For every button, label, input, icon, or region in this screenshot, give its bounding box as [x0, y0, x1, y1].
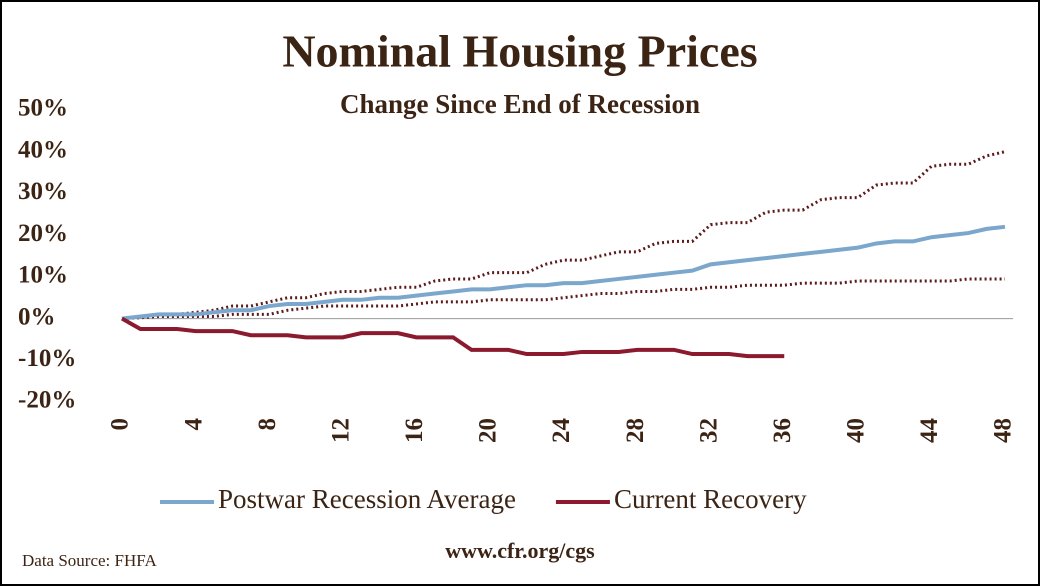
x-tick-label: 16: [401, 418, 428, 443]
y-tick-label: 30%: [18, 178, 68, 205]
x-tick-label: 28: [622, 418, 649, 443]
chart-title: Nominal Housing Prices: [282, 26, 757, 77]
y-tick-label: 40%: [18, 136, 68, 163]
series-line: [121, 224, 1006, 321]
x-tick-label: 48: [990, 418, 1017, 443]
x-tick-label: 24: [548, 418, 575, 444]
y-tick-label: -20%: [18, 387, 76, 414]
x-tick-label: 44: [916, 418, 943, 444]
legend-label: Postwar Recession Average: [218, 484, 516, 514]
chart-subtitle: Change Since End of Recession: [340, 89, 700, 119]
x-tick-label: 4: [180, 418, 207, 431]
y-tick-label: 20%: [18, 220, 68, 247]
legend-label: Current Recovery: [614, 484, 807, 514]
y-tick-label: 10%: [18, 262, 68, 289]
url: www.cfr.org/cgs: [445, 538, 595, 563]
y-tick-label: 50%: [18, 95, 68, 122]
series-line: [121, 316, 785, 359]
x-tick-label: 20: [475, 418, 502, 443]
source: Data Source: FHFA: [22, 551, 157, 570]
x-tick-label: 32: [695, 418, 722, 443]
y-tick-label: 0%: [18, 303, 56, 330]
x-tick-label: 36: [769, 418, 796, 443]
x-tick-label: 12: [327, 418, 354, 443]
x-tick-label: 0: [107, 418, 134, 431]
x-tick-label: 40: [843, 418, 870, 443]
x-tick-label: 8: [254, 418, 281, 431]
y-tick-label: -10%: [18, 345, 76, 372]
